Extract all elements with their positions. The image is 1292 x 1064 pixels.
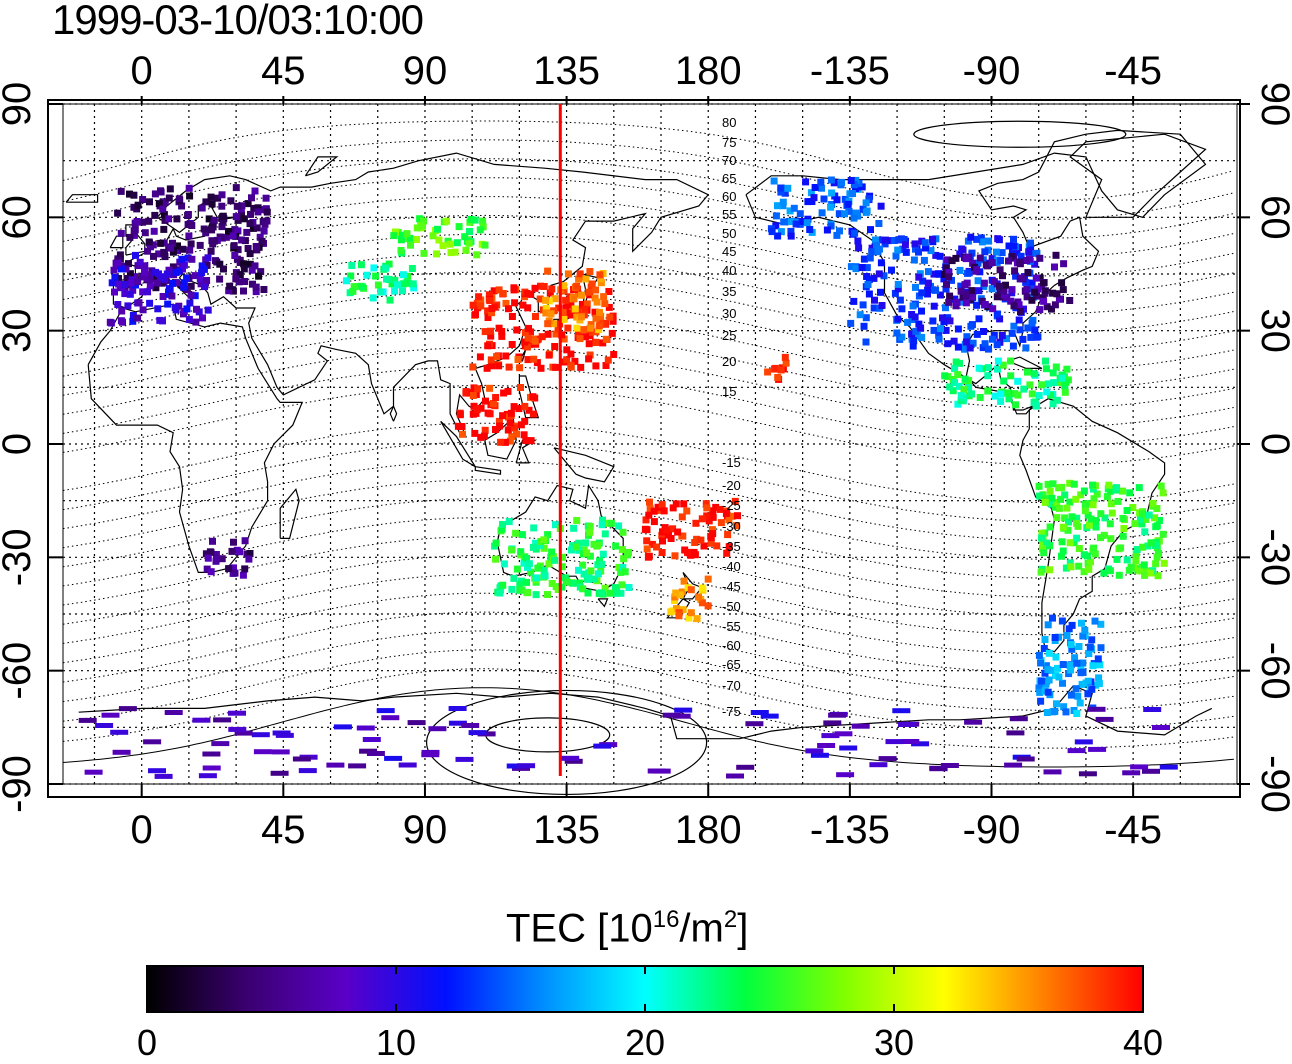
lon-tick-label: -45 <box>1104 49 1162 93</box>
tec-colorbar <box>146 965 1144 1013</box>
contour-label: 35 <box>722 284 736 299</box>
contour-label: 50 <box>722 226 736 241</box>
tec-map: 80 75 70 65 60 55 50 45 40 35 30 25 20 15 -15 -20 -25 -30… <box>0 49 1292 852</box>
contour-label: 60 <box>722 189 736 204</box>
contour-label: -55 <box>722 619 741 634</box>
colorbar-tick-label: 40 <box>1123 1022 1164 1063</box>
left-latitude-labels: 90 60 30 0 -30 -60 -90 <box>0 82 39 813</box>
lat-tick-label: -90 <box>0 755 39 813</box>
lat-tick-label: -30 <box>0 528 39 586</box>
lat-tick-label: 30 <box>0 308 39 353</box>
lon-tick-label: -90 <box>963 808 1021 852</box>
contour-label: -50 <box>722 599 741 614</box>
contour-label: 30 <box>722 306 736 321</box>
lon-tick-label: 135 <box>533 808 600 852</box>
contour-label: -25 <box>722 498 741 513</box>
contour-label: 55 <box>722 207 736 222</box>
lon-tick-label: 135 <box>533 49 600 93</box>
contour-label: -60 <box>722 638 741 653</box>
tec-observations <box>78 176 1178 779</box>
lat-tick-label: -30 <box>1253 528 1292 586</box>
lat-tick-label: -60 <box>1253 642 1292 700</box>
contour-label: 70 <box>722 153 736 168</box>
timestamp-title: 1999-03-10/03:10:00 <box>52 0 424 43</box>
contour-label: -75 <box>722 704 741 719</box>
contour-label: -45 <box>722 579 741 594</box>
contour-label: -15 <box>722 455 741 470</box>
bottom-longitude-labels: 0 45 90 135 180 -135 -90 -45 <box>131 808 1162 852</box>
contour-label: 65 <box>722 171 736 186</box>
contour-label: -20 <box>722 478 741 493</box>
contour-label: 25 <box>722 328 736 343</box>
lon-tick-label: -135 <box>810 808 890 852</box>
lat-tick-label: 30 <box>1253 308 1292 353</box>
lon-tick-label: 45 <box>261 49 306 93</box>
lon-tick-label: -45 <box>1104 808 1162 852</box>
axis-ticks <box>48 96 1250 797</box>
colorbar-tick-label: 30 <box>874 1022 915 1063</box>
lon-tick-label: 0 <box>131 49 153 93</box>
lon-tick-label: 180 <box>675 49 742 93</box>
contour-label: 80 <box>722 115 736 130</box>
lon-tick-label: 90 <box>403 808 448 852</box>
lon-tick-label: 90 <box>403 49 448 93</box>
lat-tick-label: 60 <box>0 195 39 240</box>
lat-tick-label: -60 <box>0 642 39 700</box>
contour-label: 20 <box>722 354 736 369</box>
lat-tick-label: -90 <box>1253 755 1292 813</box>
lon-tick-label: -90 <box>963 49 1021 93</box>
right-latitude-labels: 90 60 30 0 -30 -60 -90 <box>1253 82 1292 813</box>
lat-tick-label: 0 <box>0 433 39 455</box>
lon-tick-label: 180 <box>675 808 742 852</box>
colorbar-tick-label: 10 <box>376 1022 417 1063</box>
contour-label: -65 <box>722 657 741 672</box>
lat-tick-label: 0 <box>1253 433 1292 455</box>
lon-tick-label: -135 <box>810 49 890 93</box>
colorbar-tick-label: 20 <box>625 1022 666 1063</box>
contour-label: 75 <box>722 135 736 150</box>
contour-label: -30 <box>722 519 741 534</box>
lat-tick-label: 90 <box>0 82 39 127</box>
contour-label: -35 <box>722 539 741 554</box>
contour-label: 45 <box>722 244 736 259</box>
colorbar-title: TEC [1016/m2] <box>506 906 749 951</box>
contour-label: -40 <box>722 559 741 574</box>
lat-tick-label: 90 <box>1253 82 1292 127</box>
contour-labels: 80 75 70 65 60 55 50 45 40 35 30 25 20 15 -15 -20 -25 -30… <box>722 115 741 719</box>
lon-tick-label: 45 <box>261 808 306 852</box>
contour-label: -70 <box>722 678 741 693</box>
top-longitude-labels: 0 45 90 135 180 -135 -90 -45 <box>131 49 1162 93</box>
contour-label: 40 <box>722 263 736 278</box>
colorbar-tick-label: 0 <box>137 1022 158 1063</box>
lat-tick-label: 60 <box>1253 195 1292 240</box>
contour-label: 15 <box>722 384 736 399</box>
lon-tick-label: 0 <box>131 808 153 852</box>
